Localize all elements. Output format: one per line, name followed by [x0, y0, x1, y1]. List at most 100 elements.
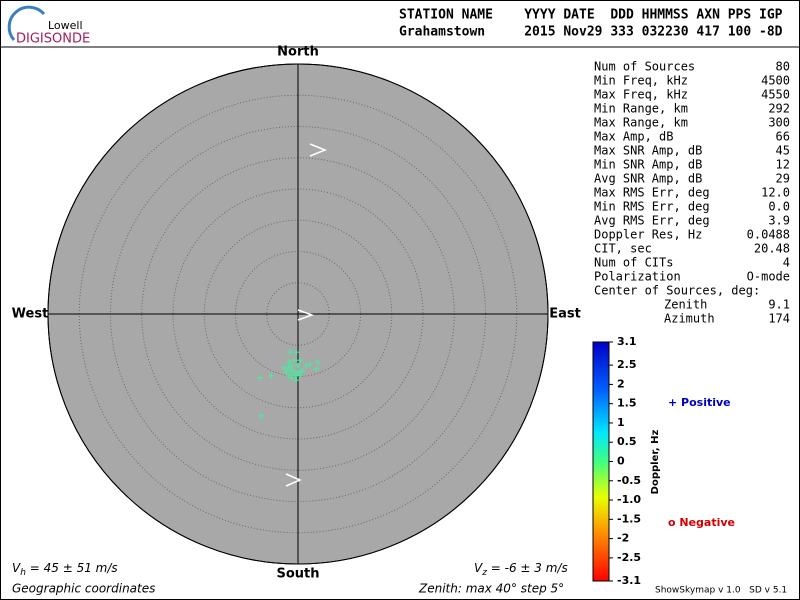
vz-sub: z — [481, 568, 487, 578]
stat-value: 4500 — [761, 74, 790, 88]
legend-positive: + Positive — [668, 396, 731, 409]
vh-label: Vh = 45 ± 51 m/s — [12, 561, 118, 578]
dir-label: East — [549, 307, 581, 322]
dir-label: North — [277, 45, 319, 60]
source-point — [293, 349, 300, 356]
stat-value: 45 — [776, 144, 790, 158]
vz-text: = -6 ± 3 m/s — [487, 561, 568, 575]
stat-label: Avg SNR Amp, dB — [594, 172, 702, 186]
stat-label: Doppler Res, Hz — [594, 228, 702, 242]
logo-arc — [7, 5, 46, 41]
stat-label: Num of CITs — [594, 256, 673, 270]
colorbar-tick-label: 2.5 — [617, 358, 637, 371]
dir-label: South — [276, 567, 319, 582]
source-point — [295, 369, 301, 376]
stat-label: Max Freq, kHz — [594, 88, 688, 102]
stat-value: 4 — [783, 256, 790, 270]
source-point — [303, 362, 310, 369]
coords-label: Geographic coordinates — [12, 582, 155, 596]
header-line: Grahamstown 2015 Nov29 333 032230 417 10… — [399, 25, 783, 40]
source-point — [295, 362, 301, 369]
source-point — [298, 367, 305, 374]
stat-label: Max RMS Err, deg — [594, 186, 710, 200]
stat-value: 0.0488 — [747, 228, 790, 242]
stat-label: Min SNR Amp, dB — [594, 158, 702, 172]
source-point — [288, 367, 295, 374]
source-point — [268, 372, 275, 379]
stat-value: 80 — [776, 60, 790, 74]
source-point — [291, 357, 298, 364]
stat-label: Max SNR Amp, dB — [594, 144, 702, 158]
source-point — [315, 359, 321, 366]
stat-value: 66 — [776, 130, 790, 144]
colorbar-tick-label: 0.5 — [617, 435, 637, 448]
colorbar-tick-label: 2 — [617, 377, 625, 390]
stat-value: 300 — [768, 116, 790, 130]
stat-label: Zenith — [664, 298, 707, 312]
colorbar-tick-label: 3.1 — [617, 335, 637, 348]
legend-negative: o Negative — [668, 516, 735, 529]
stat-label: Polarization — [594, 270, 681, 284]
stat-value: 12.0 — [761, 186, 790, 200]
colorbar-tick-label: -1.0 — [617, 493, 641, 506]
source-point — [281, 364, 288, 371]
zenith-note: Zenith: max 40° step 5° — [418, 582, 564, 596]
header-line: STATION NAME YYYY DATE DDD HHMMSS AXN PP… — [399, 8, 783, 23]
stat-value: O-mode — [747, 270, 790, 284]
stat-value: 29 — [776, 172, 790, 186]
stat-label: Num of Sources — [594, 60, 695, 74]
version: ShowSkymap v 1.0 SD v 5.1 — [655, 586, 787, 596]
stat-value: 292 — [768, 102, 790, 116]
source-point — [296, 372, 303, 379]
stat-label: Min RMS Err, deg — [594, 200, 710, 214]
vz-symbol: V — [474, 561, 483, 575]
stat-label: Center of Sources, deg: — [594, 284, 760, 298]
source-point — [293, 377, 300, 384]
source-point — [313, 366, 320, 372]
stat-label: Max Amp, dB — [594, 130, 673, 144]
colorbar-tick-label: 1 — [617, 416, 625, 429]
colorbar-tick-label: -2 — [617, 532, 629, 545]
colorbar-tick-label: -2.5 — [617, 551, 641, 564]
stat-value: 174 — [768, 312, 790, 326]
colorbar — [592, 341, 610, 582]
source-point — [296, 357, 303, 364]
source-point — [286, 359, 293, 366]
stat-value: 12 — [776, 158, 790, 172]
logo-top: Lowell — [48, 19, 83, 32]
source-point — [286, 349, 293, 356]
colorbar-tick-label: 1.5 — [617, 397, 637, 410]
vh-sub: h — [20, 568, 26, 578]
logo-bottom: DIGISONDE — [16, 32, 90, 47]
dir-label: West — [12, 307, 49, 322]
source-point — [306, 361, 313, 367]
stat-value: 0.0 — [768, 200, 790, 214]
source-point — [288, 374, 295, 381]
colorbar-tick-label: -1.5 — [617, 512, 641, 525]
stat-label: Azimuth — [664, 312, 715, 326]
colorbar-ticks: 3.1 2.5 2 1.5 1 0.5 0 -0.5 -1.0 -1.5 -2 -2.5 -3.1 — [609, 335, 641, 587]
colorbar-tick-label: 0 — [617, 455, 625, 468]
stat-label: Max Range, km — [594, 116, 688, 130]
vh-text: = 45 ± 51 m/s — [26, 561, 118, 575]
stat-label: Avg RMS Err, deg — [594, 214, 710, 228]
vh-symbol: V — [12, 561, 21, 575]
plot — [47, 63, 549, 565]
stat-value: 9.1 — [768, 298, 790, 312]
source-point — [258, 412, 265, 419]
vz-label: Vz = -6 ± 3 m/s — [474, 561, 568, 578]
source-point — [283, 369, 290, 376]
stat-label: Min Freq, kHz — [594, 74, 688, 88]
source-point — [256, 374, 263, 381]
colorbar-tick-label: -3.1 — [617, 574, 641, 587]
colorbar-label: Doppler, Hz — [650, 430, 661, 495]
stat-value: 4550 — [761, 88, 790, 102]
stat-label: CIT, sec — [594, 242, 652, 256]
stat-value: 20.48 — [754, 242, 790, 256]
stats-table: Num of Sources 80 Min Freq, kHz 4500 Max Fre… — [594, 60, 790, 326]
colorbar-tick-label: -0.5 — [617, 474, 641, 487]
velocity-arrow — [285, 143, 328, 487]
stat-label: Min Range, km — [594, 102, 688, 116]
source-point — [288, 362, 295, 369]
